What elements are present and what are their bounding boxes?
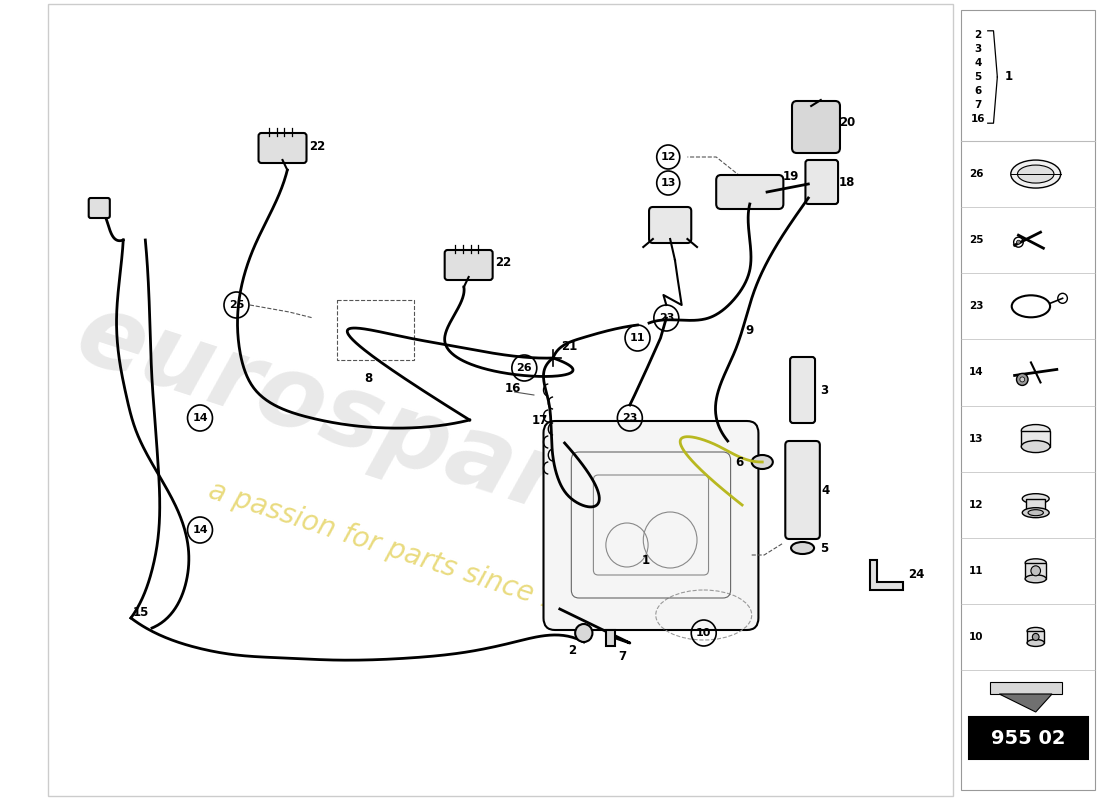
Text: 25: 25 xyxy=(229,300,244,310)
Text: 7: 7 xyxy=(618,650,627,662)
Text: 18: 18 xyxy=(839,177,856,190)
FancyBboxPatch shape xyxy=(716,175,783,209)
Text: 23: 23 xyxy=(969,302,983,311)
Ellipse shape xyxy=(1025,559,1046,567)
Circle shape xyxy=(1016,240,1021,244)
Text: 16: 16 xyxy=(971,114,986,124)
Text: 11: 11 xyxy=(630,333,646,343)
Text: 14: 14 xyxy=(192,413,208,423)
Bar xyxy=(1021,430,1050,446)
Ellipse shape xyxy=(1011,160,1060,188)
Ellipse shape xyxy=(1021,425,1050,437)
Ellipse shape xyxy=(1021,441,1050,453)
Text: eurospares: eurospares xyxy=(65,286,696,574)
Bar xyxy=(338,300,414,360)
Text: 13: 13 xyxy=(660,178,675,188)
Text: 14: 14 xyxy=(192,525,208,535)
Text: 5: 5 xyxy=(975,72,982,82)
FancyBboxPatch shape xyxy=(792,101,840,153)
FancyBboxPatch shape xyxy=(805,160,838,204)
Text: 13: 13 xyxy=(969,434,983,443)
FancyBboxPatch shape xyxy=(258,133,307,163)
Ellipse shape xyxy=(1025,575,1046,583)
Bar xyxy=(48,4,954,796)
Bar xyxy=(969,717,1088,759)
Ellipse shape xyxy=(1027,639,1044,646)
Text: 12: 12 xyxy=(660,152,676,162)
Text: 25: 25 xyxy=(969,235,983,245)
Text: 21: 21 xyxy=(561,339,578,353)
FancyBboxPatch shape xyxy=(790,357,815,423)
Text: a passion for parts since 1985: a passion for parts since 1985 xyxy=(206,477,613,633)
FancyBboxPatch shape xyxy=(444,250,493,280)
Text: 24: 24 xyxy=(909,569,924,582)
Ellipse shape xyxy=(791,542,814,554)
Text: 19: 19 xyxy=(782,170,799,183)
Text: 12: 12 xyxy=(969,500,983,510)
Ellipse shape xyxy=(1028,510,1044,516)
Bar xyxy=(990,682,1062,694)
Text: 23: 23 xyxy=(659,313,674,323)
Ellipse shape xyxy=(1022,508,1049,518)
Bar xyxy=(1026,498,1045,513)
Text: 10: 10 xyxy=(696,628,712,638)
Text: 4: 4 xyxy=(822,483,830,497)
Text: 17: 17 xyxy=(532,414,548,426)
FancyBboxPatch shape xyxy=(543,421,758,630)
Text: 22: 22 xyxy=(309,139,326,153)
Text: 10: 10 xyxy=(969,632,983,642)
Text: 16: 16 xyxy=(505,382,521,394)
Circle shape xyxy=(1031,566,1041,576)
Text: 3: 3 xyxy=(975,44,982,54)
Text: 20: 20 xyxy=(839,117,856,130)
Text: 26: 26 xyxy=(969,169,983,179)
Text: 2: 2 xyxy=(975,30,982,40)
Polygon shape xyxy=(870,560,903,590)
Text: 11: 11 xyxy=(969,566,983,576)
Text: 8: 8 xyxy=(364,371,372,385)
Text: 6: 6 xyxy=(736,455,744,469)
Text: 26: 26 xyxy=(517,363,532,373)
Text: 4: 4 xyxy=(975,58,982,68)
FancyBboxPatch shape xyxy=(785,441,820,539)
Circle shape xyxy=(1020,377,1025,382)
Ellipse shape xyxy=(751,455,773,469)
Text: 9: 9 xyxy=(745,323,754,337)
FancyBboxPatch shape xyxy=(89,198,110,218)
Text: 2: 2 xyxy=(569,645,576,658)
Bar xyxy=(961,10,1096,790)
Text: 955 02: 955 02 xyxy=(991,729,1065,747)
Circle shape xyxy=(1016,374,1028,386)
Text: 5: 5 xyxy=(820,542,828,554)
Text: 6: 6 xyxy=(975,86,982,96)
Ellipse shape xyxy=(1018,165,1054,183)
Circle shape xyxy=(1033,634,1039,641)
Ellipse shape xyxy=(1022,494,1049,504)
Ellipse shape xyxy=(1027,627,1044,634)
Circle shape xyxy=(575,624,593,642)
Text: 15: 15 xyxy=(133,606,150,618)
Bar xyxy=(1025,563,1046,579)
Polygon shape xyxy=(999,694,1052,712)
Bar xyxy=(606,630,616,646)
Text: 1: 1 xyxy=(641,554,649,566)
Text: 1: 1 xyxy=(1004,70,1013,83)
Text: 23: 23 xyxy=(623,413,638,423)
Text: 7: 7 xyxy=(975,100,982,110)
Bar xyxy=(1027,631,1044,643)
FancyBboxPatch shape xyxy=(649,207,691,243)
Text: 14: 14 xyxy=(969,367,983,378)
Text: 22: 22 xyxy=(495,257,512,270)
Text: 3: 3 xyxy=(820,383,828,397)
